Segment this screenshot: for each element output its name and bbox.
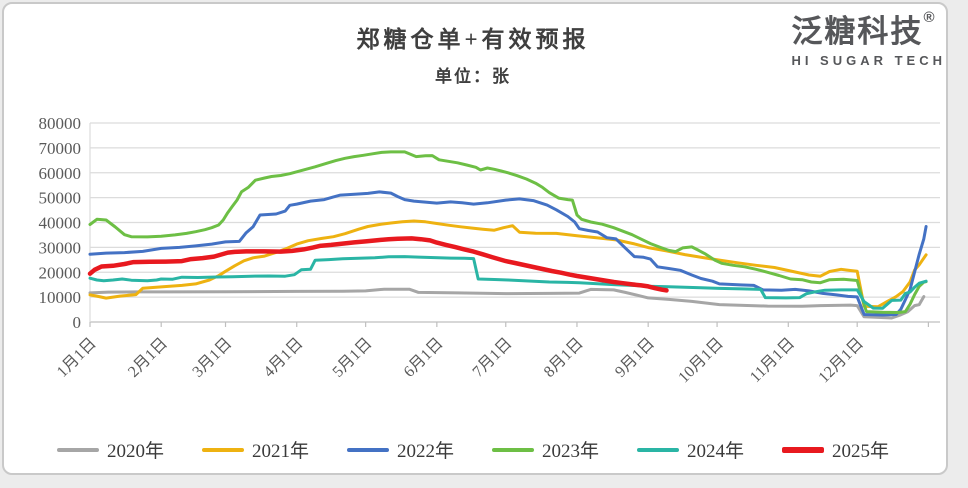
legend-line-swatch [201,447,244,452]
series-line-2024年 [88,255,928,310]
legend-item-2021年[interactable]: 2021年 [201,436,309,463]
y-axis-tick-label: 40000 [39,214,82,233]
series-line-2023年 [88,150,928,314]
x-axis-tick-label: 5月1日 [329,335,375,381]
brand-logo-cn-text: 泛糖科技 [791,14,924,49]
x-axis-tick-label: 2月1日 [125,335,171,381]
series-line-2020年 [88,287,926,320]
legend-item-2024年[interactable]: 2024年 [637,436,744,463]
line-chart-plot: 0 10000 20000 30000 40000 50000 60000 70000 8000… [39,114,940,387]
x-axis-tick-label: 8月1日 [541,335,587,381]
y-axis-tick-label: 50000 [39,189,82,208]
y-axis-tick-label: 0 [73,313,82,332]
y-axis-tick-label: 70000 [39,139,82,158]
brand-logo-en-text: HI SUGAR TECH [791,53,946,68]
y-axis-tick-label: 20000 [39,263,82,282]
chart-header: 郑糖仓单+有效预报 单位：张 [0,20,946,87]
legend-item-2020年[interactable]: 2020年 [56,436,164,463]
x-axis-tick-label: 3月1日 [189,335,235,381]
chart-legend: 2020年 2021年 2022年 2023年 2024年 2025年 [0,436,946,463]
x-axis-tick-label: 11月1日 [747,335,798,386]
chart-title: 郑糖仓单+有效预报 [356,27,590,52]
legend-label: 2022年 [396,441,454,462]
x-axis-tick-label: 4月1日 [261,335,307,381]
legend-line-swatch [492,447,534,452]
legend-label: 2020年 [106,441,164,462]
legend-line-swatch [637,447,680,452]
series-line-2022年 [88,190,928,317]
legend-label: 2021年 [251,441,309,462]
x-axis-tick-label: 1月1日 [54,335,100,381]
x-axis-tick-label: 10月1日 [675,335,727,387]
x-axis-tick-label: 9月1日 [612,335,658,381]
brand-logo: 泛糖科技® HI SUGAR TECH [791,10,946,68]
registered-trademark-icon: ® [923,9,935,26]
series-line-2021年 [88,219,928,309]
y-axis-tick-label: 30000 [39,238,82,257]
x-axis-tick-label: 12月1日 [815,335,867,387]
legend-line-swatch [346,447,389,452]
y-axis-tick-label: 60000 [39,164,82,183]
legend-item-2023年[interactable]: 2023年 [492,436,599,463]
x-axis-tick-label: 7月1日 [470,335,516,381]
legend-label: 2025年 [832,441,890,462]
legend-item-2022年[interactable]: 2022年 [346,436,454,463]
legend-line-swatch [56,447,99,452]
chart-unit-label: 单位：张 [435,67,511,86]
legend-item-2025年[interactable]: 2025年 [782,436,889,463]
chart-card [2,2,948,475]
legend-label: 2024年 [687,441,745,462]
series-line-2025年 [87,236,669,293]
legend-label: 2023年 [542,441,600,462]
x-axis-tick-label: 6月1日 [401,335,447,381]
y-axis-tick-label: 10000 [39,288,82,307]
y-axis-tick-label: 80000 [39,114,82,133]
legend-line-swatch [782,446,825,453]
